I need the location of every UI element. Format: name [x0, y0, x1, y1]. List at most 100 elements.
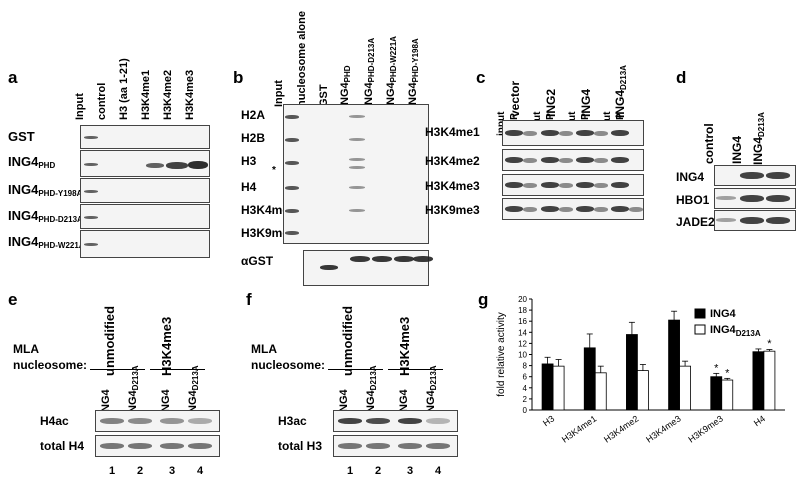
- row-label-6: αGST: [241, 254, 274, 268]
- row-label-3: H4: [241, 180, 257, 194]
- label-subscript: PHD-Y198A: [38, 189, 83, 198]
- blot-strip-3: [80, 204, 210, 229]
- column-label-1: nucleosome alone: [296, 11, 308, 107]
- gel-band: [594, 158, 608, 163]
- gel-band: [594, 131, 608, 136]
- label-main: ING4: [8, 182, 39, 197]
- x-tick-label: H3K9me3: [686, 413, 725, 444]
- panel-c-letter: c: [476, 68, 486, 87]
- panel-e-letter: e: [8, 290, 18, 309]
- lane-number-4: 4: [435, 465, 442, 477]
- gel-band: [398, 443, 422, 449]
- lane-number-3: 3: [407, 465, 414, 477]
- bar-ing4: [710, 376, 723, 411]
- legend-label: ING4D213A: [710, 324, 761, 338]
- row-label-3: H3K9me3: [425, 203, 480, 217]
- bar-ing4: [583, 347, 596, 411]
- x-tick-label: H3K4me1: [560, 413, 599, 444]
- y-tick-label: 12: [518, 339, 527, 348]
- gel-band: [523, 183, 537, 188]
- gel-band: [413, 256, 433, 262]
- row-label-1: HBO1: [676, 193, 710, 207]
- gel-band: [766, 195, 790, 202]
- lane-number-2: 2: [375, 465, 382, 477]
- y-tick-label: 6: [523, 373, 528, 382]
- column-label-1: ING4: [730, 136, 744, 164]
- row-label-1: ING4PHD: [8, 154, 55, 170]
- legend-swatch: [694, 308, 706, 319]
- column-label-4: ING4PHD-D213A: [363, 38, 376, 108]
- x-tick-label: H4: [752, 413, 767, 428]
- column-label-3: H3K4me1: [140, 69, 152, 120]
- significance-asterisk: *: [714, 362, 719, 374]
- gel-band: [611, 182, 629, 188]
- label-subscript: PHD: [343, 65, 352, 83]
- gel-band: [541, 182, 559, 188]
- significance-asterisk: *: [767, 338, 772, 350]
- group-underline: [388, 369, 443, 370]
- group-h3k4me3-label: H3K4me3: [397, 316, 412, 376]
- legend-label-sub: D213A: [736, 329, 761, 338]
- gel-band: [160, 418, 184, 424]
- gel-band: [576, 130, 594, 136]
- gel-band: [372, 256, 392, 262]
- gel-band: [716, 218, 736, 222]
- gel-band: [594, 183, 608, 188]
- group-label-3: ING4D213A: [613, 65, 628, 118]
- legend-swatch: [694, 324, 706, 335]
- label-main: ING4: [8, 208, 39, 223]
- column-label-4: H3K4me2: [162, 69, 174, 120]
- label-subscript: D213A: [131, 365, 140, 391]
- group-unmodified-label: unmodified: [102, 305, 117, 376]
- gel-band: [611, 157, 629, 163]
- gel-band: [559, 183, 573, 188]
- label-main: ING4: [730, 135, 744, 164]
- blot-strip-1: [95, 435, 220, 457]
- row-label-0: ING4: [676, 170, 705, 184]
- gel-band: [716, 196, 736, 200]
- significance-asterisk: *: [725, 367, 730, 379]
- gel-band: [426, 443, 450, 449]
- blot-strip-3: [502, 198, 644, 220]
- gel-band: [366, 418, 390, 424]
- bar-d213a: [721, 379, 734, 411]
- y-tick-label: 4: [523, 384, 528, 393]
- y-tick-label: 18: [518, 306, 527, 315]
- mla-label: MLA: [251, 342, 277, 356]
- y-tick-label: 0: [523, 406, 528, 415]
- gel-band: [349, 158, 365, 161]
- gel-band: [594, 207, 608, 212]
- gel-band: [349, 186, 365, 189]
- lane-label-1: ING4D213A: [365, 365, 378, 416]
- label-subscript: D213A: [369, 365, 378, 391]
- blot-membrane: [283, 104, 429, 244]
- group-unmodified-label: unmodified: [340, 305, 355, 376]
- label-main: nucleosome alone: [296, 11, 308, 107]
- lane-label-3: ING4D213A: [187, 365, 200, 416]
- label-main: Input: [273, 80, 285, 107]
- x-tick-label: H3K4me3: [644, 413, 683, 444]
- gel-band: [100, 443, 124, 449]
- bar-d213a: [679, 365, 691, 411]
- gel-band: [188, 418, 212, 424]
- column-label-0: control: [702, 123, 716, 164]
- y-tick-label: 16: [518, 317, 527, 326]
- row-label-2: H3: [241, 154, 257, 168]
- y-tick-label: 10: [518, 351, 527, 360]
- gel-band: [611, 206, 629, 212]
- label-subscript: PHD-D213A: [367, 37, 376, 83]
- gel-band: [740, 217, 764, 224]
- panel-f-letter: f: [246, 290, 252, 309]
- bar-ing4: [541, 363, 554, 411]
- lane-number-1: 1: [347, 465, 354, 477]
- gel-band: [611, 130, 629, 136]
- label-main: ING4: [8, 154, 39, 169]
- panel-b-letter: b: [233, 68, 244, 87]
- row-label-1: total H3: [278, 439, 323, 453]
- gel-band: [160, 443, 184, 449]
- bar-d213a: [594, 372, 607, 411]
- blot-strip-2: [502, 174, 644, 196]
- gel-band: [84, 189, 98, 193]
- column-label-2: H3 (aa 1-21): [118, 58, 130, 120]
- lane-number-2: 2: [137, 465, 144, 477]
